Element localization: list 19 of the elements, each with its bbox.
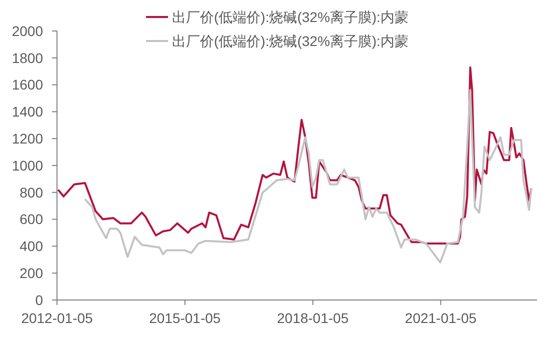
- y-tick-label: 600: [20, 211, 44, 228]
- y-tick-label: 2000: [12, 22, 44, 39]
- line-series: [84, 89, 532, 264]
- y-tick-label: 0: [35, 292, 44, 308]
- y-tick-label: 800: [20, 184, 44, 200]
- y-tick-label: 1000: [12, 157, 44, 174]
- y-tick-label: 1200: [12, 130, 44, 146]
- y-tick-label: 400: [20, 238, 44, 254]
- x-tick-label: 2021-01-05: [404, 310, 477, 326]
- legend-label: 出厂价(低端价):烧碱(32%离子膜):内蒙: [172, 32, 408, 49]
- x-tick-label: 2015-01-05: [149, 310, 221, 326]
- y-tick-label: 1600: [12, 76, 44, 93]
- x-tick-label: 2018-01-05: [277, 310, 349, 326]
- y-tick-label: 1800: [12, 50, 44, 66]
- x-tick-label: 2012-01-05: [21, 310, 94, 326]
- legend-label: 出厂价(低端价):烧碱(32%离子膜):内蒙: [172, 8, 408, 25]
- y-tick-label: 200: [20, 265, 44, 281]
- line-series: [57, 66, 532, 245]
- y-tick-label: 1400: [12, 104, 44, 120]
